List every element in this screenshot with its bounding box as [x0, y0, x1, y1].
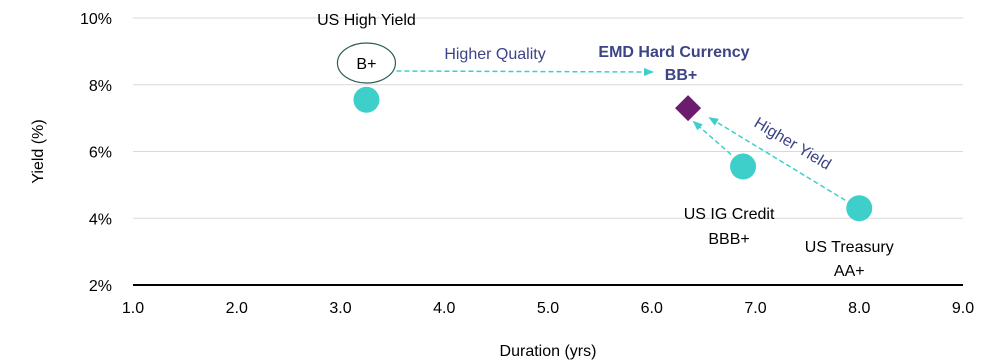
emd-rating-label: BB+ [665, 67, 697, 84]
x-tick-label: 5.0 [537, 300, 559, 317]
y-tick-label: 2% [89, 278, 112, 295]
data-points [353, 86, 873, 222]
data-point [846, 195, 873, 222]
y-tick-label: 8% [89, 78, 112, 95]
x-tick-label: 8.0 [848, 300, 870, 317]
higher-quality-label: Higher Quality [444, 46, 545, 63]
higher-yield-label: Higher Yield [751, 115, 834, 174]
data-point [353, 86, 380, 113]
rating-bubble [336, 42, 397, 84]
x-tick-label: 1.0 [122, 300, 144, 317]
ig-to-emd-arrow [692, 120, 732, 156]
emd-name-label: EMD Hard Currency [598, 44, 749, 61]
y-tick-label: 4% [89, 211, 112, 228]
rating-label: B+ [356, 56, 376, 73]
y-tick-label: 10% [80, 11, 112, 28]
point-name-label: US IG Credit [684, 206, 775, 223]
x-axis-title: Duration (yrs) [500, 343, 597, 360]
emd-diamond-point [675, 95, 702, 122]
grid-lines [133, 17, 963, 219]
axes: 2% 4% 6% 8% 10% 1.0 2.0 3.0 4.0 5.0 6.0 7.0 8.0 9.0 Du… [30, 11, 974, 360]
data-point [730, 153, 757, 180]
higher-quality-arrow [396, 67, 654, 76]
x-tick-label: 2.0 [226, 300, 248, 317]
annotation-arrows [396, 67, 846, 201]
higher-yield-arrow [708, 117, 846, 201]
x-tick-label: 4.0 [433, 300, 455, 317]
point-name-label: US High Yield [317, 12, 416, 29]
point-name-label: US Treasury [805, 239, 894, 256]
y-axis-title: Yield (%) [30, 119, 47, 183]
x-tick-label: 9.0 [952, 300, 974, 317]
point-labels: B+ US High Yield US IG Credit BBB+ US Treasu… [317, 12, 894, 280]
y-tick-label: 6% [89, 145, 112, 162]
x-tick-label: 3.0 [329, 300, 351, 317]
rating-label: BBB+ [708, 231, 749, 248]
rating-label: AA+ [834, 263, 865, 280]
x-tick-label: 7.0 [744, 300, 766, 317]
x-tick-label: 6.0 [641, 300, 663, 317]
